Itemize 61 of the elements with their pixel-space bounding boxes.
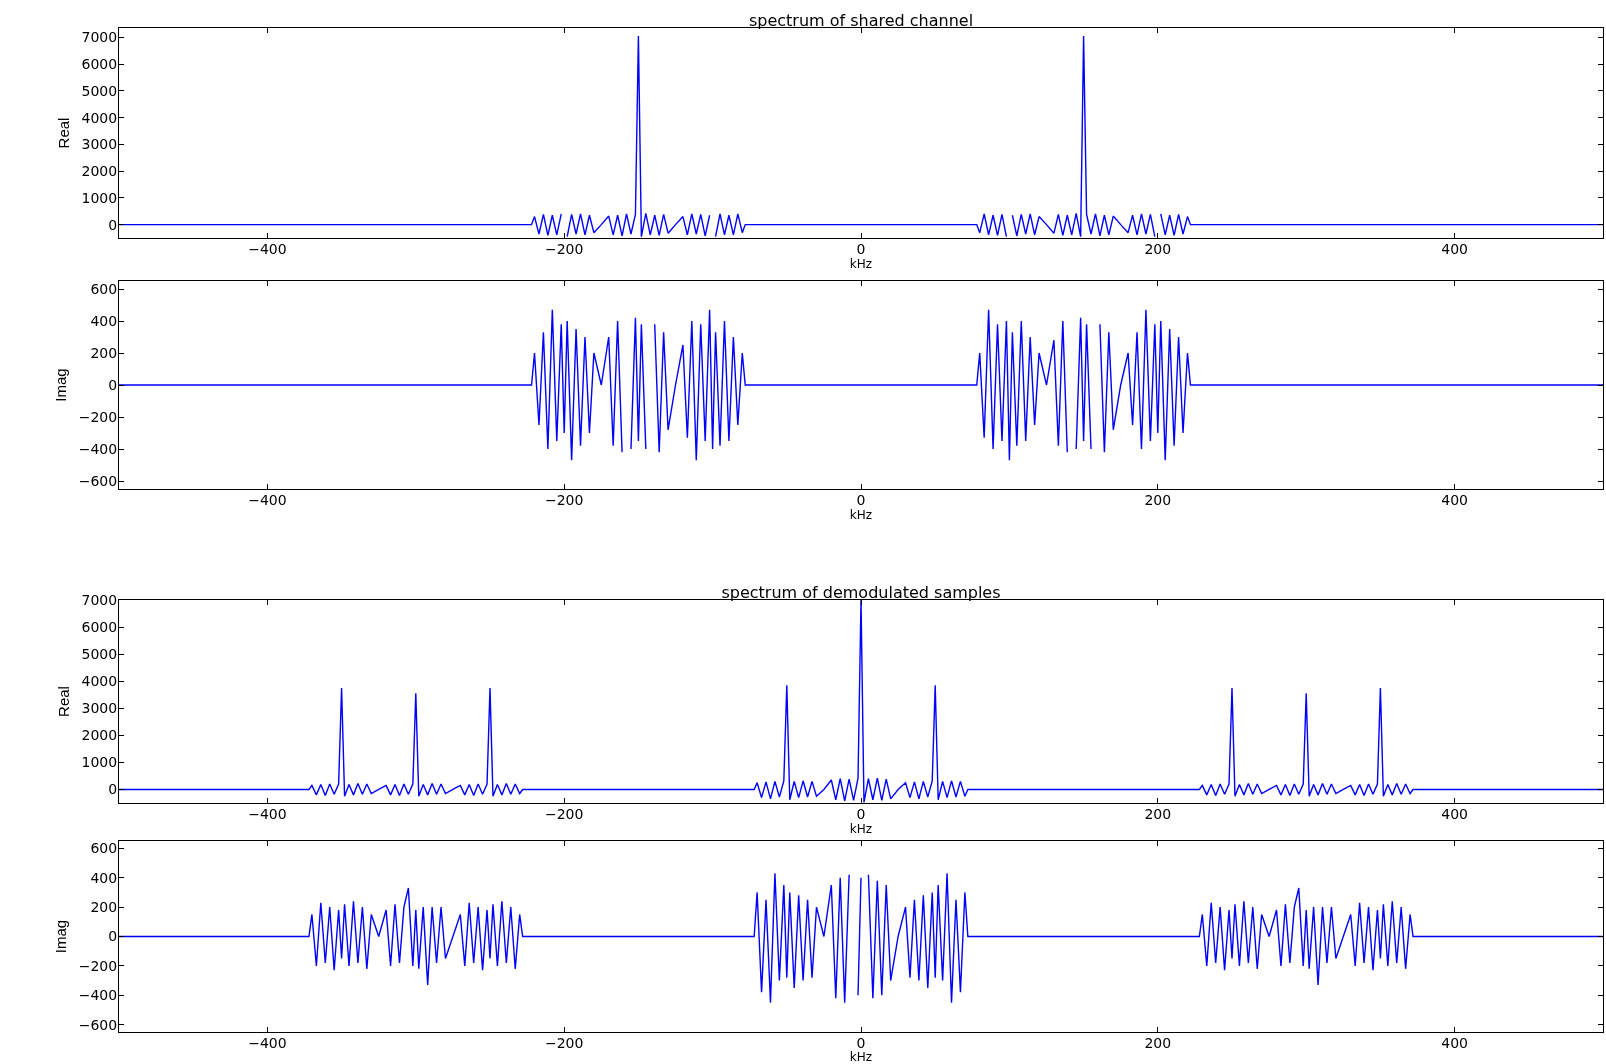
x-tick-label: 0: [856, 805, 866, 822]
y-tick-label: −200: [78, 957, 118, 974]
y-tick-label: 4000: [81, 109, 118, 126]
y-tick-label: 200: [90, 344, 118, 361]
x-axis-title: kHz: [849, 1050, 873, 1064]
y-tick-label: 600: [90, 280, 118, 297]
y-tick-label: −200: [78, 408, 118, 425]
y-tick-label: −400: [78, 987, 118, 1004]
y-tick-label: 600: [90, 840, 118, 857]
y-tick-label: 5000: [81, 82, 118, 99]
x-tick-label: 0: [856, 240, 866, 257]
y-tick-label: 1000: [81, 754, 118, 771]
y-tick-label: 6000: [81, 618, 118, 635]
x-tick-label: 200: [1144, 240, 1172, 257]
chart-title: spectrum of demodulated samples: [721, 583, 1001, 602]
x-tick-label: 0: [856, 1034, 866, 1051]
x-tick-label: 200: [1144, 491, 1172, 508]
x-tick-label: 400: [1441, 1034, 1468, 1051]
y-axis-title: Imag: [52, 368, 69, 402]
y-tick-label: 400: [90, 312, 118, 329]
y-axis-title: Real: [54, 686, 72, 717]
x-axis-title: kHz: [849, 821, 873, 836]
y-tick-label: 7000: [81, 29, 118, 46]
y-tick-label: 4000: [81, 673, 118, 690]
y-tick-label: −400: [78, 440, 118, 457]
x-axis-title: kHz: [849, 256, 873, 271]
y-tick-label: 0: [108, 928, 118, 945]
y-tick-label: 0: [108, 781, 118, 798]
x-tick-label: −200: [544, 491, 584, 508]
y-tick-label: 200: [90, 899, 118, 916]
y-tick-label: 0: [108, 216, 118, 233]
chart-title: spectrum of shared channel: [748, 11, 974, 30]
x-tick-label: −400: [248, 240, 287, 257]
line-series: [119, 600, 1603, 803]
y-tick-label: 2000: [81, 163, 118, 180]
y-tick-label: 0: [108, 376, 118, 393]
y-tick-label: 3000: [81, 136, 118, 153]
y-tick-label: −600: [78, 1016, 118, 1033]
x-tick-label: −200: [544, 240, 584, 257]
x-tick-label: −400: [248, 1034, 287, 1051]
y-tick-label: −600: [78, 472, 118, 489]
y-tick-label: 400: [90, 869, 118, 886]
y-tick-label: 6000: [81, 56, 118, 73]
x-tick-label: 0: [856, 491, 866, 508]
x-tick-label: −400: [248, 491, 287, 508]
y-tick-label: 5000: [81, 646, 118, 663]
x-tick-label: −200: [544, 1034, 584, 1051]
x-tick-label: −400: [248, 805, 287, 822]
y-axis-title: Imag: [52, 919, 69, 954]
x-tick-label: 400: [1441, 805, 1468, 822]
x-tick-label: 400: [1441, 240, 1468, 257]
y-tick-label: 2000: [81, 727, 118, 744]
x-tick-label: 200: [1144, 805, 1172, 822]
y-tick-label: 1000: [81, 189, 118, 206]
x-axis-title: kHz: [849, 507, 873, 522]
y-tick-label: 7000: [81, 591, 118, 608]
y-axis-title: Real: [54, 117, 72, 149]
x-tick-label: −200: [544, 805, 584, 822]
y-tick-label: 3000: [81, 700, 118, 717]
x-tick-label: 200: [1144, 1034, 1172, 1051]
x-tick-label: 400: [1441, 491, 1468, 508]
